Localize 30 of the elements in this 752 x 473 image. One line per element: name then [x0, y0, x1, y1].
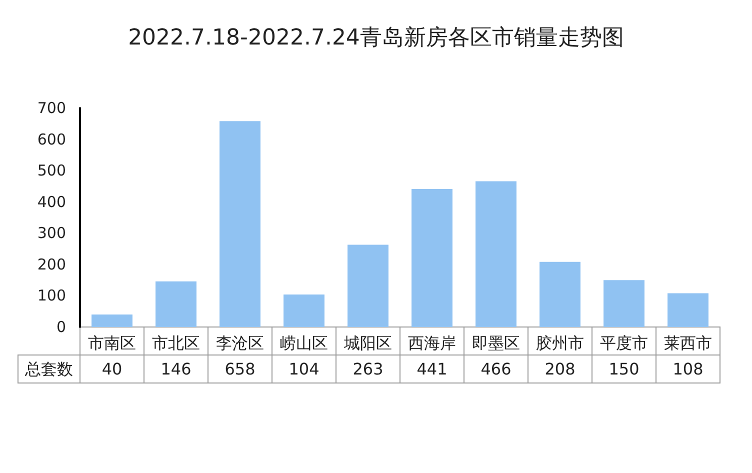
chart-title: 2022.7.18-2022.7.24青岛新房各区市销量走势图 [128, 26, 624, 50]
data-label: 150 [608, 360, 640, 378]
y-tick-label: 0 [56, 318, 66, 336]
x-tick-label: 城阳区 [343, 334, 392, 352]
data-label: 104 [288, 360, 320, 378]
x-tick-label: 胶州市 [536, 334, 584, 352]
x-tick-label: 市南区 [88, 334, 136, 352]
x-tick-label: 即墨区 [472, 334, 520, 352]
text: 总套数 [24, 360, 73, 378]
data-label: 263 [352, 360, 384, 378]
data-label: 466 [480, 360, 512, 378]
data-label: 208 [544, 360, 576, 378]
data-label: 658 [224, 360, 256, 378]
data-label: 441 [416, 360, 448, 378]
x-tick-label: 平度市 [600, 334, 648, 352]
x-tick-label: 市北区 [152, 334, 200, 352]
y-tick-label: 400 [37, 192, 66, 211]
y-tick-label: 500 [37, 162, 66, 180]
y-tick-label: 200 [37, 255, 66, 274]
y-tick-label: 100 [37, 286, 66, 305]
y-tick-label: 600 [37, 130, 66, 148]
y-tick-label: 700 [37, 99, 66, 117]
x-tick-label: 莱西市 [664, 334, 712, 352]
x-tick-label: 崂山区 [280, 334, 328, 352]
data-label: 146 [160, 360, 192, 378]
data-label: 40 [102, 360, 122, 378]
x-tick-label: 李沧区 [216, 334, 264, 352]
y-tick-label: 300 [37, 224, 66, 242]
data-label: 108 [672, 360, 704, 378]
x-tick-label: 西海岸 [408, 334, 456, 352]
